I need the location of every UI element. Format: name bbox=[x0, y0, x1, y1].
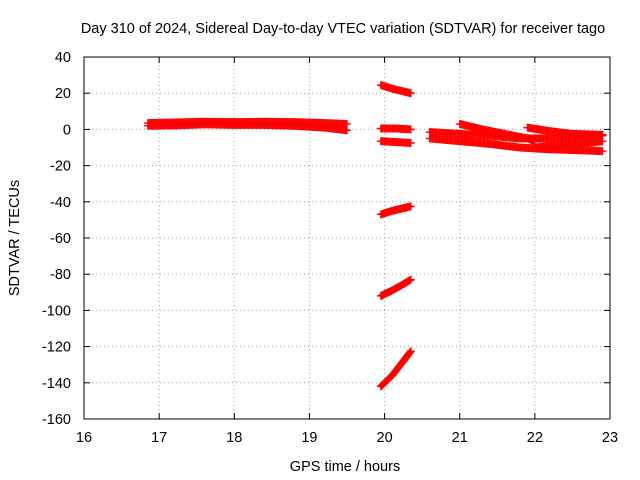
plot-frame bbox=[83, 56, 611, 420]
y-tick-label: -140 bbox=[42, 376, 71, 392]
series-arc-5 bbox=[376, 202, 415, 219]
y-tick-label: -120 bbox=[42, 340, 71, 356]
series-arc-2 bbox=[376, 81, 415, 98]
data-point bbox=[343, 126, 351, 135]
x-tick-label: 20 bbox=[377, 430, 393, 446]
series-arc-10 bbox=[455, 119, 539, 146]
x-tick-label: 19 bbox=[301, 430, 317, 446]
y-tick-label: -80 bbox=[50, 267, 71, 283]
data-point bbox=[406, 138, 415, 147]
y-tick-label: -160 bbox=[42, 412, 71, 428]
data-points bbox=[143, 81, 607, 391]
y-tick-label: -60 bbox=[50, 231, 71, 247]
series-arc-1-lower bbox=[143, 120, 351, 135]
y-tick-label: 40 bbox=[55, 50, 71, 66]
series-arc-7 bbox=[376, 347, 415, 391]
series-arc-12 bbox=[530, 137, 607, 152]
y-tick-label: -40 bbox=[50, 195, 71, 211]
y-tick-label: 0 bbox=[63, 122, 71, 138]
y-tick-label: 20 bbox=[55, 86, 71, 102]
data-point bbox=[598, 137, 607, 146]
data-point bbox=[598, 147, 607, 156]
x-tick-label: 16 bbox=[76, 430, 92, 446]
series-arc-11 bbox=[523, 123, 607, 139]
x-tick-label: 22 bbox=[527, 430, 543, 446]
data-point bbox=[405, 348, 414, 357]
x-tick-label: 17 bbox=[151, 430, 167, 446]
series-arc-3 bbox=[376, 124, 415, 134]
y-tick-label: -100 bbox=[42, 303, 71, 319]
data-point bbox=[406, 348, 415, 357]
series-arc-6 bbox=[376, 275, 415, 300]
y-axis-label: SDTVAR / TECUs bbox=[7, 180, 23, 296]
y-tick-label: -20 bbox=[50, 159, 71, 175]
x-axis-label: GPS time / hours bbox=[290, 459, 400, 475]
data-point bbox=[406, 202, 415, 211]
series-arc-4 bbox=[376, 137, 415, 147]
grid bbox=[84, 57, 610, 419]
axis-ticks: 16 17 18 19 20 21 22 23 40 20 0 -20 -40 -60 -80 -100 -12… bbox=[42, 50, 618, 446]
data-point bbox=[406, 125, 415, 134]
data-point bbox=[406, 275, 415, 284]
x-tick-label: 21 bbox=[452, 430, 468, 446]
data-point bbox=[406, 89, 415, 98]
data-point bbox=[406, 347, 415, 356]
x-tick-label: 18 bbox=[226, 430, 242, 446]
chart-title: Day 310 of 2024, Sidereal Day-to-day VTE… bbox=[81, 21, 605, 37]
x-tick-label: 23 bbox=[602, 430, 618, 446]
